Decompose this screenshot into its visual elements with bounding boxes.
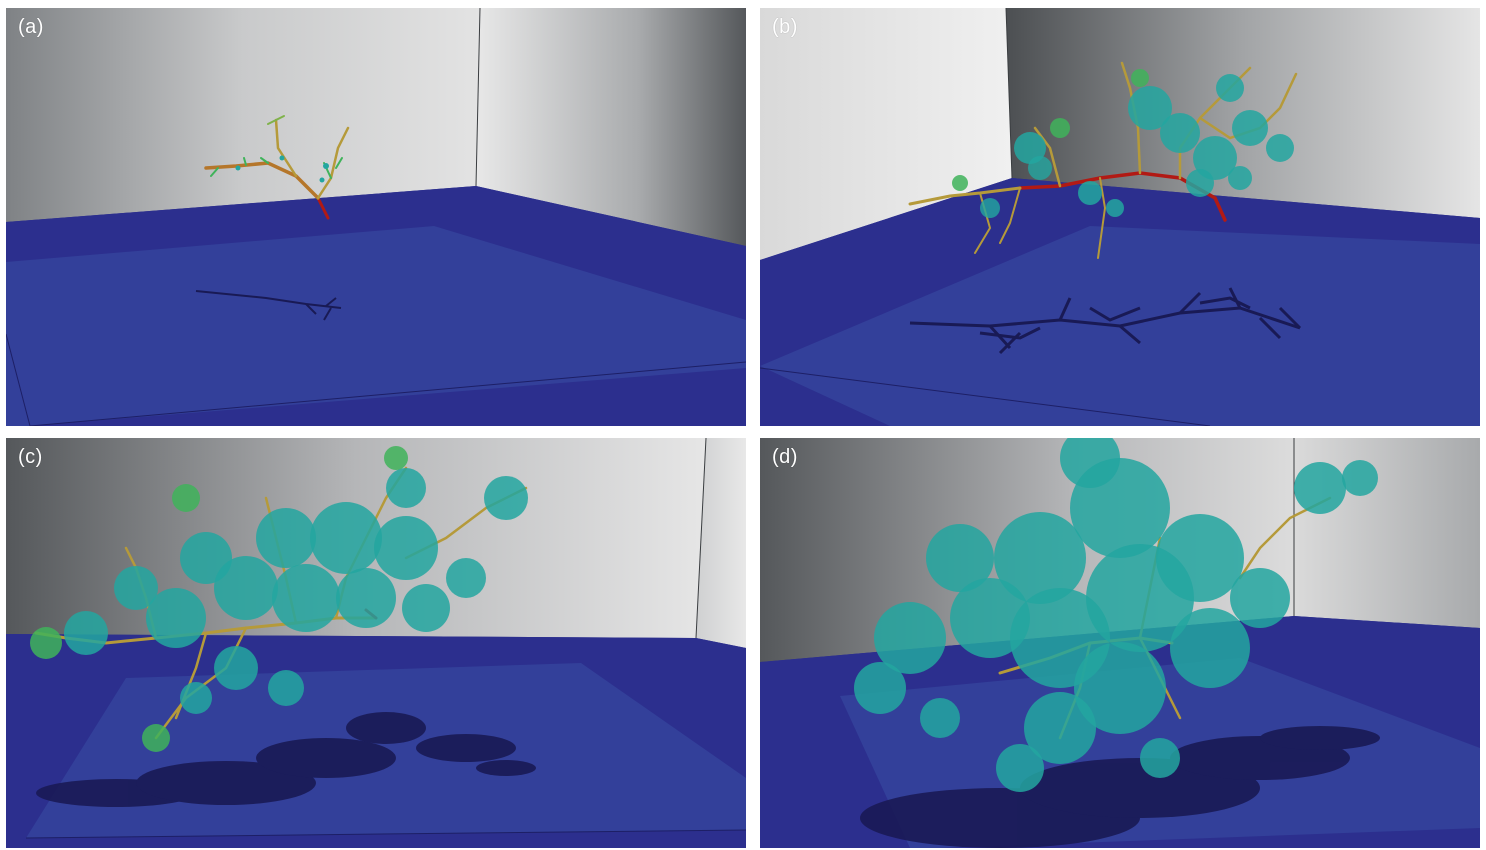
tree-foliage [30,446,528,752]
panel-label: (a) [18,16,44,38]
panel-d: (d) [760,438,1480,848]
tree-shadow [36,712,536,807]
scene-a [6,8,746,426]
wall-left [6,8,480,222]
scene-b [760,8,1480,426]
wall-right [476,8,746,246]
tree-foliage [854,438,1378,792]
panel-b: (b) [760,8,1480,426]
tree-foliage [952,69,1294,218]
panel-a: (a) [6,8,746,426]
panel-label: (d) [772,446,798,468]
tree-shadow [195,290,342,321]
panel-label: (c) [18,446,43,468]
panel-label: (b) [772,16,798,38]
floor-plate [6,226,746,426]
panel-c: (c) [6,438,746,848]
scene-d [760,438,1480,848]
scene-c [6,438,746,848]
tree [204,115,350,220]
tree-shadow [909,287,1302,355]
tree-shadow [860,726,1380,848]
wall-right [696,438,746,648]
